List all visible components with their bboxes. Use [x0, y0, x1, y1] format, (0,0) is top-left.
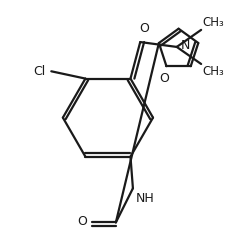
Text: NH: NH: [135, 192, 154, 205]
Text: O: O: [159, 72, 169, 85]
Text: O: O: [77, 215, 87, 228]
Text: CH₃: CH₃: [202, 65, 224, 78]
Text: Cl: Cl: [33, 65, 45, 78]
Text: O: O: [139, 22, 149, 35]
Text: N: N: [180, 39, 190, 52]
Text: CH₃: CH₃: [202, 16, 224, 29]
